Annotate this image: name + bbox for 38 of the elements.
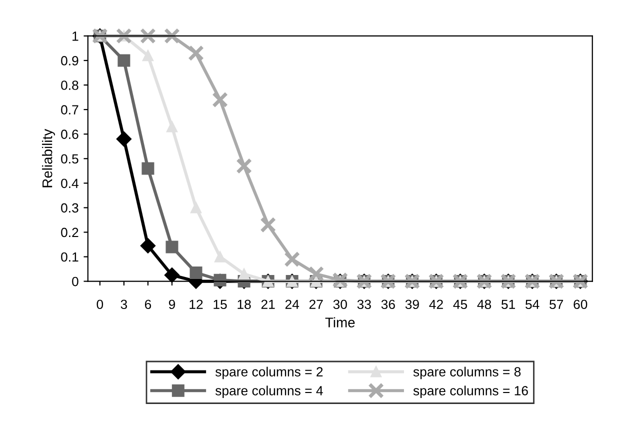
x-tick-label: 57 [550,300,564,310]
x-tick-label: 45 [453,300,468,310]
x-tick-label: 36 [381,300,395,310]
x-tick-label: 21 [261,300,275,309]
x-tick-label: 24 [285,300,300,309]
y-tick-label: 1 [72,32,78,41]
y-tick-label: 0.4 [61,178,78,188]
legend-label: spare columns = 16 [413,386,528,398]
x-tick-label: 33 [357,300,371,310]
x-tick-label: 9 [168,300,176,310]
y-tick-label: 0.1 [61,252,78,262]
x-tick-label: 48 [477,300,492,310]
x-tick-label: 12 [190,300,203,309]
x-tick-label: 18 [238,300,251,310]
x-tick-label: 6 [144,300,152,310]
x-tick-label: 54 [526,300,540,310]
x-tick-label: 27 [309,300,323,309]
y-tick-label: 0.6 [61,130,78,139]
y-tick-label: 0.7 [61,105,78,114]
x-tick-label: 0 [96,300,104,310]
x-tick-label: 30 [333,300,347,310]
legend-label: spare columns = 8 [413,366,521,380]
y-tick-label: 0.5 [61,154,78,164]
y-axis-title: Reliability [42,128,55,188]
x-tick-label: 15 [214,300,227,310]
x-tick-label: 51 [501,300,515,310]
y-tick-label: 0.9 [61,56,78,66]
y-tick-label: 0.3 [61,203,78,213]
x-tick-label: 3 [120,300,128,310]
legend-label: spare columns = 4 [215,386,323,398]
legend-label: spare columns = 2 [215,366,323,380]
y-tick-label: 0.8 [61,80,78,90]
x-tick-label: 60 [574,300,588,310]
x-tick-label: 42 [429,300,443,309]
x-tick-label: 39 [405,300,419,310]
y-tick-label: 0.2 [61,228,78,238]
y-tick-label: 0 [72,276,78,286]
x-axis-title: Time [325,317,355,328]
